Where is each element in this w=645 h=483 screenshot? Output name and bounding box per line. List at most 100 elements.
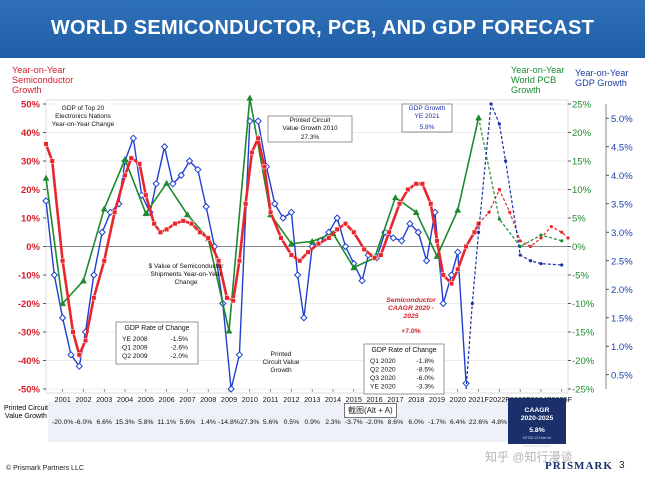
electronics-gdp-point bbox=[358, 276, 366, 285]
roc1-title: GDP Rate of Change bbox=[125, 325, 190, 332]
prismark-logo: PRISMARK bbox=[545, 460, 613, 472]
pcb-tick-label: -5% bbox=[572, 271, 589, 282]
electronics-gdp-point bbox=[389, 234, 398, 242]
pcb-row-value: 27.3% bbox=[240, 419, 259, 426]
pcb-growth-point bbox=[454, 206, 462, 213]
roc2-value: -3.3% bbox=[417, 384, 435, 391]
semiconductor-point bbox=[386, 229, 392, 235]
pcb-row-value: 22.6% bbox=[469, 419, 488, 426]
pcb-growth-point bbox=[246, 94, 254, 101]
gdp2021-box bbox=[401, 103, 453, 133]
semiconductor-point bbox=[82, 338, 89, 344]
year-label: 2011 bbox=[263, 395, 279, 404]
electronics-gdp-point bbox=[169, 180, 177, 188]
semi-tick-label: 0% bbox=[26, 242, 40, 253]
semiconductor-point bbox=[334, 226, 340, 232]
semiconductor-forecast-point bbox=[497, 187, 501, 192]
semiconductor-point bbox=[122, 172, 128, 178]
electronics-gdp-point bbox=[75, 362, 83, 370]
pcb-growth-point bbox=[80, 277, 87, 284]
gdp-tick-label: 5.0% bbox=[611, 114, 633, 125]
year-label: 2003 bbox=[96, 395, 112, 404]
electronics-gdp-point bbox=[177, 171, 185, 179]
pcb-growth-forecast-point bbox=[539, 233, 543, 237]
pcb-row-value: -3.7% bbox=[345, 419, 363, 426]
semiconductor-point bbox=[216, 258, 222, 264]
cagr-value: +7.0% bbox=[401, 328, 420, 335]
gdp2021-note: GDP Growth bbox=[409, 105, 446, 112]
gdp-tick-label: 4.0% bbox=[611, 171, 633, 182]
pcb-tick-label: 0% bbox=[572, 242, 586, 253]
gdp-tick-label: 3.0% bbox=[611, 228, 633, 239]
electronics-gdp-point bbox=[202, 202, 210, 211]
electronics-gdp-point bbox=[414, 228, 422, 236]
pcb-growth-point bbox=[142, 209, 150, 217]
year-label: 2009 bbox=[221, 395, 237, 404]
forecast-note: MT325-23 Note for bbox=[523, 436, 552, 440]
electronics-gdp-point bbox=[160, 143, 169, 151]
semiconductor-point bbox=[236, 258, 242, 264]
roc1-box bbox=[115, 321, 199, 365]
electronics-gdp-point bbox=[67, 351, 75, 359]
roc2-period: Q3 2020 bbox=[370, 375, 396, 382]
semiconductor-point bbox=[440, 272, 446, 278]
gdp-growth-forecast-point bbox=[539, 262, 543, 266]
year-label: 2019 bbox=[429, 395, 445, 404]
year-label: 2004 bbox=[117, 395, 133, 404]
semiconductor-forecast-point bbox=[549, 224, 553, 229]
year-label: 2005 bbox=[138, 395, 154, 404]
electronics-note: GDP of Top 20 bbox=[62, 105, 105, 112]
cagr-note: Semiconductor bbox=[386, 297, 436, 304]
cagr-pcb-box bbox=[508, 398, 566, 444]
pcb-growth-point bbox=[121, 155, 129, 162]
pcb2010-box bbox=[267, 115, 353, 143]
semiconductor-point bbox=[43, 141, 49, 147]
semiconductor-forecast-point bbox=[566, 236, 570, 240]
semiconductor-point bbox=[372, 255, 378, 261]
semi-series-note: Shipments Year-on-Year bbox=[150, 271, 222, 278]
pcb-tick-label: 15% bbox=[572, 157, 592, 168]
copyright-text: © Prismark Partners LLC bbox=[6, 465, 84, 472]
semiconductor-forecast-point bbox=[487, 210, 491, 214]
semiconductor-point bbox=[128, 155, 134, 161]
semiconductor-point bbox=[434, 238, 440, 244]
electronics-gdp-point bbox=[439, 299, 447, 308]
pcb-row-value: -6.0% bbox=[75, 419, 93, 426]
roc2-box bbox=[363, 343, 445, 395]
semiconductor-point bbox=[326, 235, 332, 241]
gdp-growth-forecast-point bbox=[528, 259, 533, 263]
year-label: 2002 bbox=[75, 395, 91, 404]
roc2-title: GDP Rate of Change bbox=[372, 347, 437, 354]
semiconductor-point bbox=[49, 158, 55, 164]
electronics-gdp-point bbox=[227, 385, 235, 393]
pcb-row-value: -1.7% bbox=[428, 419, 446, 426]
page-number: 3 bbox=[619, 460, 625, 471]
semiconductor-point bbox=[297, 258, 303, 264]
electronics-note: Year-on-Year Change bbox=[52, 121, 115, 128]
semiconductor-point bbox=[255, 135, 261, 141]
gdp-growth-forecast-point bbox=[489, 102, 493, 106]
pcb-growth-point bbox=[59, 299, 67, 307]
pcb-tick-label: 25% bbox=[572, 100, 592, 111]
semiconductor-point bbox=[396, 201, 403, 207]
pcb-growth-point bbox=[287, 240, 295, 247]
year-label: 2017 bbox=[387, 395, 403, 404]
semiconductor-point bbox=[476, 221, 482, 227]
semiconductor-point bbox=[288, 252, 294, 258]
roc2-value: -6.0% bbox=[417, 375, 435, 382]
electronics-gdp-point bbox=[454, 248, 462, 256]
pcb-tick-label: 10% bbox=[572, 185, 592, 196]
semi-axis-label: Year-on-Year Semiconductor Growth bbox=[12, 65, 74, 95]
semiconductor-point bbox=[428, 201, 434, 207]
pcb-row-value: 8.6% bbox=[388, 419, 404, 426]
electronics-gdp-point bbox=[333, 214, 341, 222]
pcb-row-value: 5.6% bbox=[263, 419, 279, 426]
pcb-tick-label: 20% bbox=[572, 128, 592, 139]
semi-tick-label: -20% bbox=[18, 299, 41, 310]
semiconductor-point bbox=[197, 229, 203, 235]
electronics-gdp-point bbox=[235, 351, 244, 359]
gdp-growth-forecast-line bbox=[465, 103, 562, 390]
electronics-gdp-point bbox=[152, 180, 160, 188]
electronics-gdp-point bbox=[447, 271, 456, 279]
pcb-series-note: Printed bbox=[271, 351, 292, 358]
